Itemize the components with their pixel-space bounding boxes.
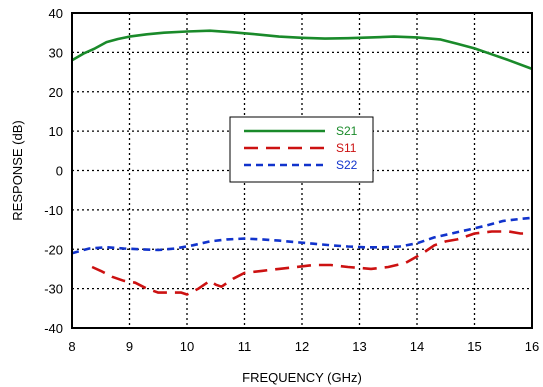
x-axis-label: FREQUENCY (GHz): [242, 370, 362, 385]
x-tick-label-3: 11: [238, 339, 252, 354]
x-tick-label-4: 12: [295, 339, 309, 354]
x-tick-label-2: 10: [180, 339, 194, 354]
x-tick-label-0: 8: [68, 339, 75, 354]
y-tick-label-1: -30: [44, 282, 63, 297]
y-tick-label-6: 20: [49, 85, 63, 100]
x-tick-label-7: 15: [467, 339, 481, 354]
y-tick-label-2: -20: [44, 242, 63, 257]
y-tick-label-3: -10: [44, 203, 63, 218]
series-line-s21: [71, 29, 533, 71]
y-tick-label-5: 10: [49, 124, 63, 139]
y-tick-label-0: -40: [44, 321, 63, 336]
x-tick-label-8: 16: [525, 339, 539, 354]
legend: S21 S11 S22: [229, 116, 374, 183]
legend-label-s11: S11: [336, 141, 357, 155]
x-tick-label-5: 13: [352, 339, 366, 354]
series-line-s11: [91, 230, 532, 296]
x-tick-label-1: 9: [126, 339, 133, 354]
legend-label-s21: S21: [336, 124, 358, 138]
y-tick-label-7: 30: [49, 45, 63, 60]
y-tick-labels: -40 -30 -20 -10 0 10 20 30 40: [44, 6, 63, 336]
legend-label-s22: S22: [336, 158, 358, 172]
y-tick-label-4: 0: [56, 164, 63, 179]
y-axis-label: RESPONSE (dB): [10, 120, 25, 220]
y-tick-label-8: 40: [49, 6, 63, 21]
series-line-s22: [71, 216, 533, 255]
legend-box: [229, 116, 374, 183]
plot-frame: [71, 12, 533, 329]
x-tick-labels: 8 9 10 11 12 13 14 15 16: [68, 339, 539, 354]
series-lines: [71, 29, 533, 296]
x-tick-label-6: 14: [410, 339, 424, 354]
